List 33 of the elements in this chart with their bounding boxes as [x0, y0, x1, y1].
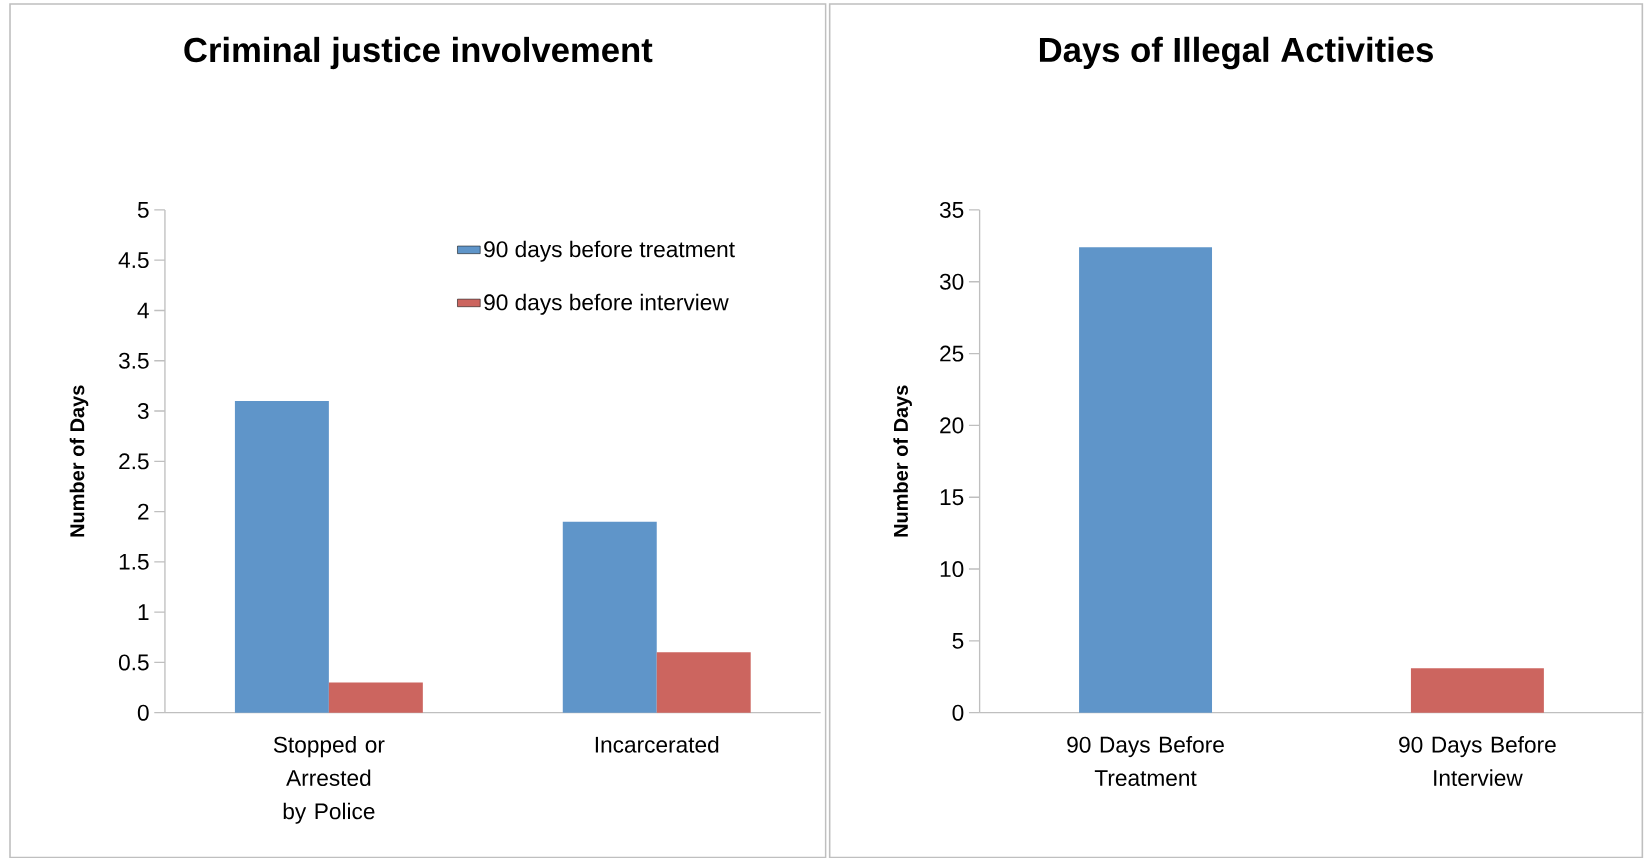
x-tick-label: 90 Days Before Treatment — [1067, 735, 1224, 786]
y-tick-label: 1 — [138, 604, 149, 620]
legend-label: 90 days before treatment — [484, 240, 735, 262]
y-tick-label: 30 — [939, 273, 964, 290]
y-tick-label: 25 — [940, 345, 964, 362]
y-tick-label: 3 — [137, 402, 149, 419]
y-tick-label: 20 — [940, 417, 964, 434]
y-tick-label: 35 — [939, 201, 964, 218]
bar — [328, 682, 423, 713]
y-axis-title: Number of Days — [893, 385, 912, 537]
y-tick-label: 0 — [137, 704, 149, 721]
y-tick-label: 15 — [940, 489, 964, 505]
chart-title: Days of Illegal Activities — [1039, 36, 1433, 69]
y-tick-label: 5 — [952, 632, 964, 649]
chart-title: Criminal justice involvement — [184, 36, 653, 69]
y-tick-label: 2.5 — [119, 453, 149, 470]
y-tick-label: 3.5 — [118, 352, 149, 369]
y-tick-label: 4.5 — [118, 252, 149, 268]
x-tick-label: Incarcerated — [595, 735, 719, 753]
y-tick-label: 0.5 — [118, 654, 149, 671]
y-tick-label: 10 — [940, 560, 964, 577]
x-tick-label: Stopped or Arrested by Police — [273, 735, 385, 824]
y-tick-label: 0 — [952, 704, 964, 721]
legend-label: 90 days before interview — [484, 293, 729, 315]
bar — [656, 652, 751, 713]
y-tick-label: 4 — [137, 302, 149, 319]
y-tick-label: 1.5 — [119, 553, 149, 570]
bar — [234, 400, 329, 713]
x-tick-label: 90 Days Before Interview — [1399, 735, 1556, 786]
y-axis-title: Number of Days — [69, 385, 89, 537]
y-tick-label: 2 — [138, 503, 149, 520]
bar — [562, 521, 657, 713]
y-tick-label: 5 — [137, 201, 149, 218]
